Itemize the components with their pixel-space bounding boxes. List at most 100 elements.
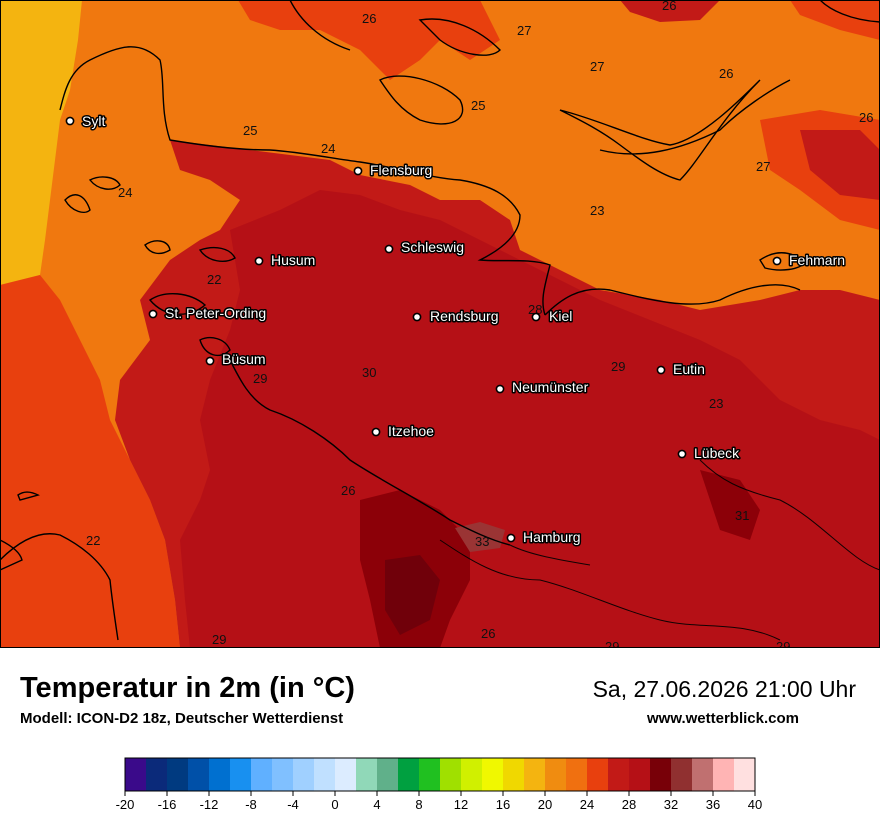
city-label: Kiel xyxy=(549,308,572,324)
city-label: Hamburg xyxy=(523,529,581,545)
isotherm-labels: 26 26 27 27 26 26 25 25 24 24 27 23 22 2… xyxy=(86,0,873,648)
city-marker xyxy=(384,244,394,254)
isotherm-label: 27 xyxy=(590,59,604,74)
isotherm-label: 25 xyxy=(243,123,257,138)
color-legend-tick-label: -16 xyxy=(158,797,177,812)
color-legend-cell xyxy=(524,758,546,791)
color-legend-cell xyxy=(566,758,588,791)
city-label: Itzehoe xyxy=(388,423,434,439)
isotherm-label: 26 xyxy=(719,66,733,81)
color-legend-tick-label: 36 xyxy=(706,797,720,812)
color-legend-cells xyxy=(125,758,756,791)
city-sylt[interactable]: Sylt xyxy=(65,112,107,131)
city-eutin[interactable]: Eutin xyxy=(656,360,706,379)
map-title: Temperatur in 2m (in °C) xyxy=(20,672,355,704)
isotherm-label: 22 xyxy=(207,272,221,287)
field-east-27b xyxy=(800,130,880,200)
isotherm-label: 26 xyxy=(662,0,676,13)
city-marker xyxy=(506,533,516,543)
color-legend-tick-label: -20 xyxy=(116,797,135,812)
temperature-map[interactable]: 26 26 27 27 26 26 25 25 24 24 27 23 22 2… xyxy=(0,0,880,648)
isotherm-label: 23 xyxy=(590,203,604,218)
isotherm-label: 33 xyxy=(475,534,489,549)
city-label: Büsum xyxy=(222,351,266,367)
color-legend-tick-label: -8 xyxy=(245,797,257,812)
city-neumuenster[interactable]: Neumünster xyxy=(495,378,590,397)
color-legend-tick-label: 32 xyxy=(664,797,678,812)
color-legend-cell xyxy=(650,758,672,791)
isotherm-label: 26 xyxy=(341,483,355,498)
field-hamburg-34 xyxy=(455,522,505,552)
isotherm-label: 30 xyxy=(362,365,376,380)
city-rendsburg[interactable]: Rendsburg xyxy=(412,307,500,326)
color-legend-tick-label: 0 xyxy=(331,797,338,812)
color-legend-tick-label: 4 xyxy=(373,797,380,812)
color-legend-cell xyxy=(503,758,525,791)
city-marker xyxy=(495,384,505,394)
borders xyxy=(439,459,880,641)
field-ne-26 xyxy=(790,0,880,40)
color-legend-tick-label: 16 xyxy=(496,797,510,812)
color-legend-cell xyxy=(188,758,210,791)
color-legend-tick-label: 24 xyxy=(580,797,594,812)
city-label: St. Peter-Ording xyxy=(165,305,266,321)
city-label: Schleswig xyxy=(401,239,464,255)
city-buesum[interactable]: Büsum xyxy=(205,350,267,369)
color-legend-cell xyxy=(692,758,714,791)
field-west-yellow xyxy=(0,0,82,285)
color-legend-cell xyxy=(230,758,252,791)
color-legend-cell xyxy=(608,758,630,791)
city-label: Fehmarn xyxy=(789,252,845,268)
footer: Temperatur in 2m (in °C) Modell: ICON-D2… xyxy=(0,648,880,830)
city-label: Flensburg xyxy=(370,162,432,178)
isotherm-label: 24 xyxy=(118,185,132,200)
isotherm-label: 24 xyxy=(321,141,335,156)
color-legend-cell xyxy=(314,758,336,791)
city-marker xyxy=(254,256,264,266)
city-marker xyxy=(412,312,422,322)
color-legend-cell xyxy=(671,758,693,791)
color-legend-tick-label: 40 xyxy=(748,797,762,812)
field-west-22 xyxy=(0,275,180,648)
field-land-32 xyxy=(385,555,440,635)
isotherm-label: 31 xyxy=(735,508,749,523)
isotherm-label: 23 xyxy=(709,396,723,411)
city-marker xyxy=(371,427,381,437)
city-fehmarn[interactable]: Fehmarn xyxy=(772,251,847,270)
city-marker xyxy=(353,166,363,176)
isotherm-label: 27 xyxy=(756,159,770,174)
model-info: Modell: ICON-D2 18z, Deutscher Wetterdie… xyxy=(20,710,344,727)
color-legend-cell xyxy=(251,758,273,791)
city-luebeck[interactable]: Lübeck xyxy=(677,444,742,463)
city-st-peter-ording[interactable]: St. Peter-Ording xyxy=(148,304,268,323)
city-marker xyxy=(148,309,158,319)
city-marker xyxy=(656,365,666,375)
isotherm-label: 26 xyxy=(481,626,495,641)
city-flensburg[interactable]: Flensburg xyxy=(353,161,434,180)
color-legend-cell xyxy=(377,758,399,791)
city-kiel[interactable]: Kiel xyxy=(531,307,574,326)
city-itzehoe[interactable]: Itzehoe xyxy=(371,422,436,441)
color-legend-tick-label: 20 xyxy=(538,797,552,812)
city-marker xyxy=(531,312,541,322)
isotherm-label: 29 xyxy=(605,639,619,648)
color-legend-frame xyxy=(124,757,756,792)
city-label: Eutin xyxy=(673,361,705,377)
color-legend-cell xyxy=(167,758,189,791)
city-hamburg[interactable]: Hamburg xyxy=(506,528,582,547)
isotherm-label: 26 xyxy=(859,110,873,125)
color-legend-tick-label: -4 xyxy=(287,797,299,812)
isotherm-label: 29 xyxy=(212,632,226,647)
color-legend-cell xyxy=(419,758,441,791)
city-schleswig[interactable]: Schleswig xyxy=(384,238,466,257)
isotherm-label: 25 xyxy=(471,98,485,113)
city-marker xyxy=(205,356,215,366)
isotherm-label: 28 xyxy=(528,302,542,317)
color-legend-cell xyxy=(482,758,504,791)
color-legend-tick-label: 12 xyxy=(454,797,468,812)
isotherm-label: 29 xyxy=(776,639,790,648)
website-link[interactable]: www.wetterblick.com xyxy=(647,710,799,727)
forecast-datetime: Sa, 27.06.2026 21:00 Uhr xyxy=(592,676,856,702)
isotherm-label: 26 xyxy=(362,11,376,26)
city-husum[interactable]: Husum xyxy=(254,251,317,270)
